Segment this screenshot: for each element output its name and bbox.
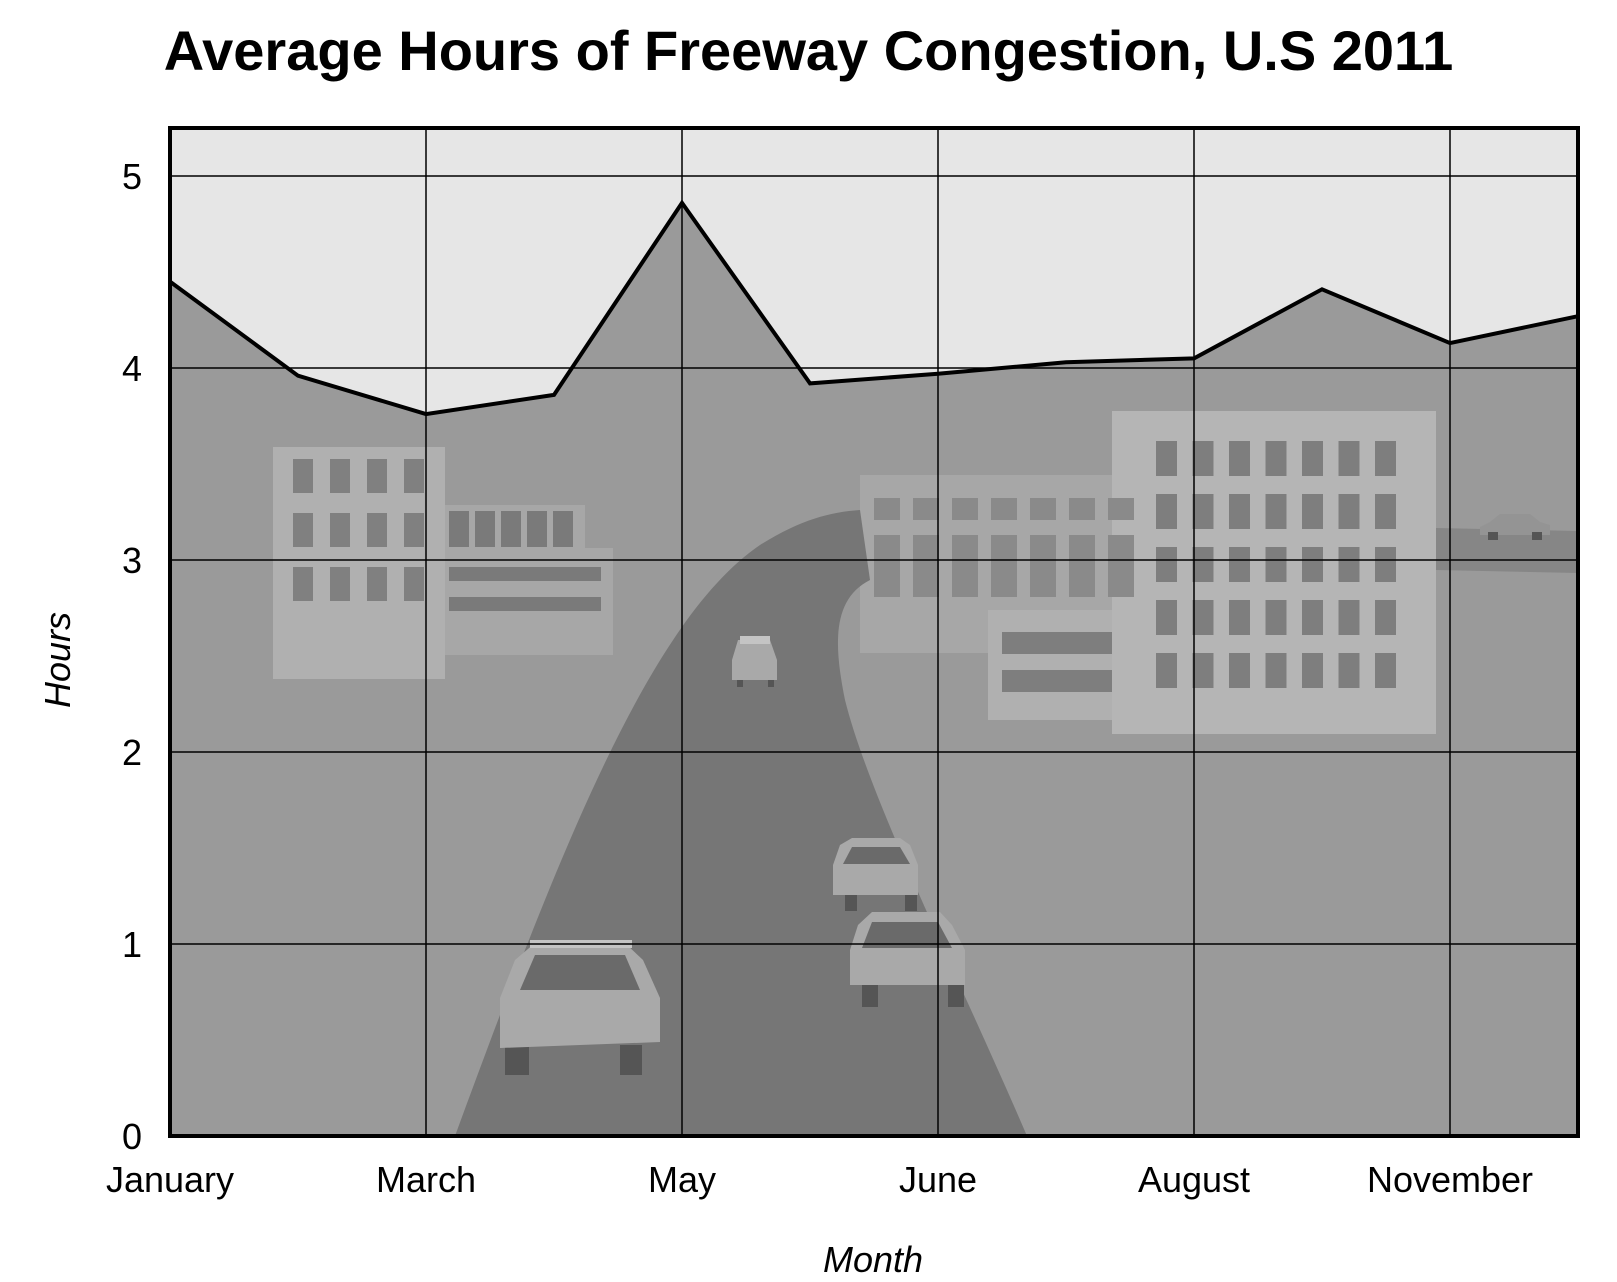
x-tick-label: June: [899, 1159, 977, 1200]
y-axis-label: Hours: [37, 612, 78, 708]
y-tick-label: 4: [122, 348, 142, 389]
data-point: [809, 382, 811, 385]
x-tick-label: January: [106, 1159, 234, 1200]
data-point: [1449, 342, 1451, 345]
distant-road-icon: [1436, 528, 1578, 573]
data-point: [937, 372, 939, 375]
plot-frame: [168, 126, 1580, 1138]
y-tick-label: 2: [122, 732, 142, 773]
data-point: [1321, 288, 1323, 291]
x-tick-label: March: [376, 1159, 476, 1200]
car-far-right-icon: [1480, 514, 1550, 540]
x-tick-label: May: [648, 1159, 716, 1200]
y-tick-label: 3: [122, 540, 142, 581]
y-tick-label: 0: [122, 1116, 142, 1157]
car-distant-icon: [732, 636, 777, 687]
data-point: [425, 413, 427, 416]
y-tick-label: 5: [122, 156, 142, 197]
y-tick-label: 1: [122, 924, 142, 965]
data-point: [1065, 361, 1067, 364]
car-medium-icon: [850, 912, 965, 1007]
car-large-icon: [500, 940, 660, 1075]
building-sign-icon: [988, 610, 1128, 720]
x-tick-label: November: [1367, 1159, 1533, 1200]
x-tick-label: August: [1138, 1159, 1250, 1200]
series-line: [168, 199, 1579, 417]
data-point: [1193, 357, 1195, 360]
city-freeway-illustration: [273, 411, 1578, 1136]
car-small-icon: [833, 838, 918, 911]
data-point: [553, 393, 555, 396]
x-axis-label: Month: [823, 1239, 923, 1280]
data-point: [681, 201, 683, 204]
data-point: [297, 374, 299, 377]
chart-title: Average Hours of Freeway Congestion, U.S…: [163, 19, 1454, 82]
